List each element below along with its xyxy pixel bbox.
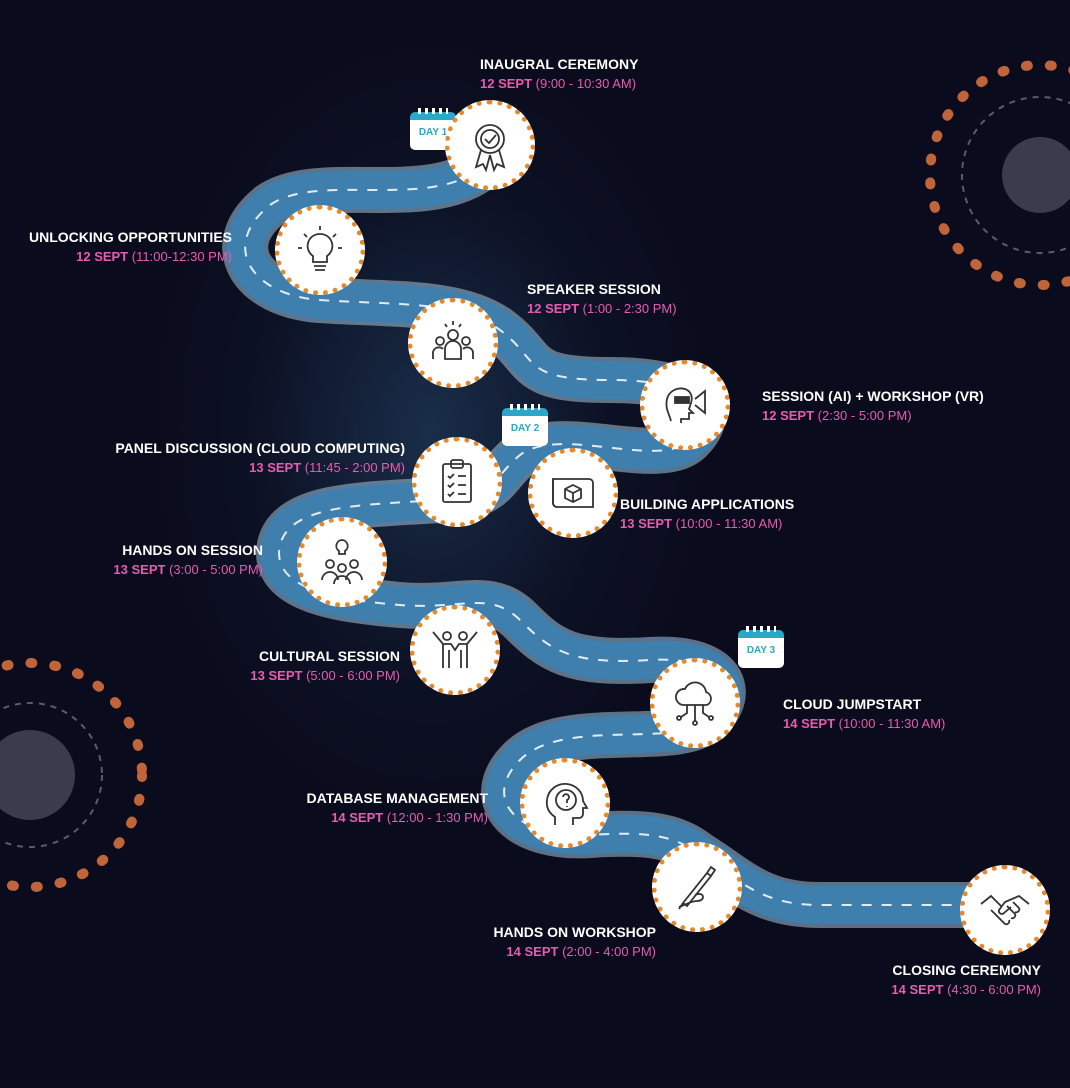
event-title: UNLOCKING OPPORTUNITIES (28, 229, 232, 245)
audience-icon (432, 321, 474, 360)
event-title: SPEAKER SESSION (527, 281, 661, 297)
day-3-calendar: DAY 3 (738, 626, 784, 668)
head-question-icon (545, 783, 589, 825)
event-date: 14 SEPT (783, 716, 836, 731)
node-panel-discussion (412, 437, 502, 527)
label-session-ai-workshop-vr: SESSION (AI) + WORKSHOP (VR) 12 SEPT (2:… (762, 386, 984, 426)
event-date: 12 SEPT (480, 76, 533, 91)
people-celebrating-icon (432, 631, 478, 668)
hand-pen-icon (678, 865, 717, 910)
event-time: (2:30 - 5:00 PM) (817, 408, 912, 423)
label-hands-on-session: HANDS ON SESSION 13 SEPT (3:00 - 5:00 PM… (60, 540, 263, 580)
event-time: (3:00 - 5:00 PM) (169, 562, 263, 577)
decor-circle-bottom-left (0, 658, 147, 892)
event-date: 12 SEPT (762, 408, 815, 423)
event-title: CLOSING CEREMONY (892, 962, 1041, 978)
award-badge-icon (474, 124, 506, 173)
event-time: (11:00-12:30 PM) (131, 249, 232, 264)
node-session-ai-workshop-vr (640, 360, 730, 450)
node-unlocking-opportunities (275, 205, 365, 295)
event-time: (2:00 - 4:00 PM) (562, 944, 656, 959)
event-title: CULTURAL SESSION (258, 648, 400, 664)
event-time: (11:45 - 2:00 PM) (304, 460, 405, 475)
day-2-calendar: DAY 2 (502, 404, 548, 446)
node-inaugral-ceremony (445, 100, 535, 190)
label-speaker-session: SPEAKER SESSION 12 SEPT (1:00 - 2:30 PM) (527, 279, 677, 319)
event-title: DATABASE MANAGEMENT (306, 790, 488, 806)
event-time: (10:00 - 11:30 AM) (838, 716, 946, 731)
node-closing-ceremony (960, 865, 1050, 955)
event-title: INAUGRAL CEREMONY (480, 56, 639, 72)
label-closing-ceremony: CLOSING CEREMONY 14 SEPT (4:30 - 6:00 PM… (820, 960, 1041, 1000)
label-hands-on-workshop: HANDS ON WORKSHOP 14 SEPT (2:00 - 4:00 P… (420, 922, 656, 962)
event-title: BUILDING APPLICATIONS (620, 496, 795, 512)
node-database-management (520, 758, 610, 848)
clipboard-checklist-icon (442, 459, 472, 503)
team-idea-icon (321, 539, 363, 585)
event-title: HANDS ON SESSION (122, 542, 263, 558)
event-date: 12 SEPT (76, 249, 129, 264)
event-title: PANEL DISCUSSION (CLOUD COMPUTING) (115, 440, 405, 456)
label-unlocking-opportunities: UNLOCKING OPPORTUNITIES 12 SEPT (11:00-1… (10, 227, 232, 267)
event-time: (12:00 - 1:30 PM) (386, 810, 488, 825)
decor-circle-top-right (925, 60, 1070, 290)
event-time: (1:00 - 2:30 PM) (582, 301, 677, 316)
event-time: (5:00 - 6:00 PM) (306, 668, 400, 683)
event-date: 13 SEPT (113, 562, 166, 577)
event-time: (4:30 - 6:00 PM) (947, 982, 1041, 997)
event-title: SESSION (AI) + WORKSHOP (VR) (762, 388, 984, 404)
node-hands-on-session (297, 517, 387, 607)
vr-headset-icon (665, 387, 706, 423)
event-date: 13 SEPT (620, 516, 673, 531)
node-cloud-jumpstart (650, 658, 740, 748)
node-cultural-session (410, 605, 500, 695)
node-hands-on-workshop (652, 842, 742, 932)
handshake-icon (980, 894, 1030, 926)
event-time: (9:00 - 10:30 AM) (535, 76, 637, 91)
label-panel-discussion: PANEL DISCUSSION (CLOUD COMPUTING) 13 SE… (60, 438, 405, 478)
event-title: CLOUD JUMPSTART (783, 696, 922, 712)
label-database-management: DATABASE MANAGEMENT 14 SEPT (12:00 - 1:3… (230, 788, 488, 828)
event-date: 14 SEPT (506, 944, 559, 959)
node-speaker-session (408, 298, 498, 388)
event-time: (10:00 - 11:30 AM) (675, 516, 783, 531)
event-date: 14 SEPT (891, 982, 944, 997)
label-cultural-session: CULTURAL SESSION 13 SEPT (5:00 - 6:00 PM… (200, 646, 400, 686)
label-cloud-jumpstart: CLOUD JUMPSTART 14 SEPT (10:00 - 11:30 A… (783, 694, 945, 734)
event-date: 13 SEPT (249, 460, 302, 475)
label-building-applications: BUILDING APPLICATIONS 13 SEPT (10:00 - 1… (620, 494, 794, 534)
label-inaugral-ceremony: INAUGRAL CEREMONY 12 SEPT (9:00 - 10:30 … (480, 54, 638, 94)
cloud-network-icon (675, 681, 714, 726)
event-title: HANDS ON WORKSHOP (493, 924, 656, 940)
lightbulb-icon (298, 226, 342, 271)
event-date: 12 SEPT (527, 301, 580, 316)
event-date: 13 SEPT (250, 668, 303, 683)
event-date: 14 SEPT (331, 810, 384, 825)
blueprint-icon (552, 478, 594, 508)
node-building-applications (528, 448, 618, 538)
